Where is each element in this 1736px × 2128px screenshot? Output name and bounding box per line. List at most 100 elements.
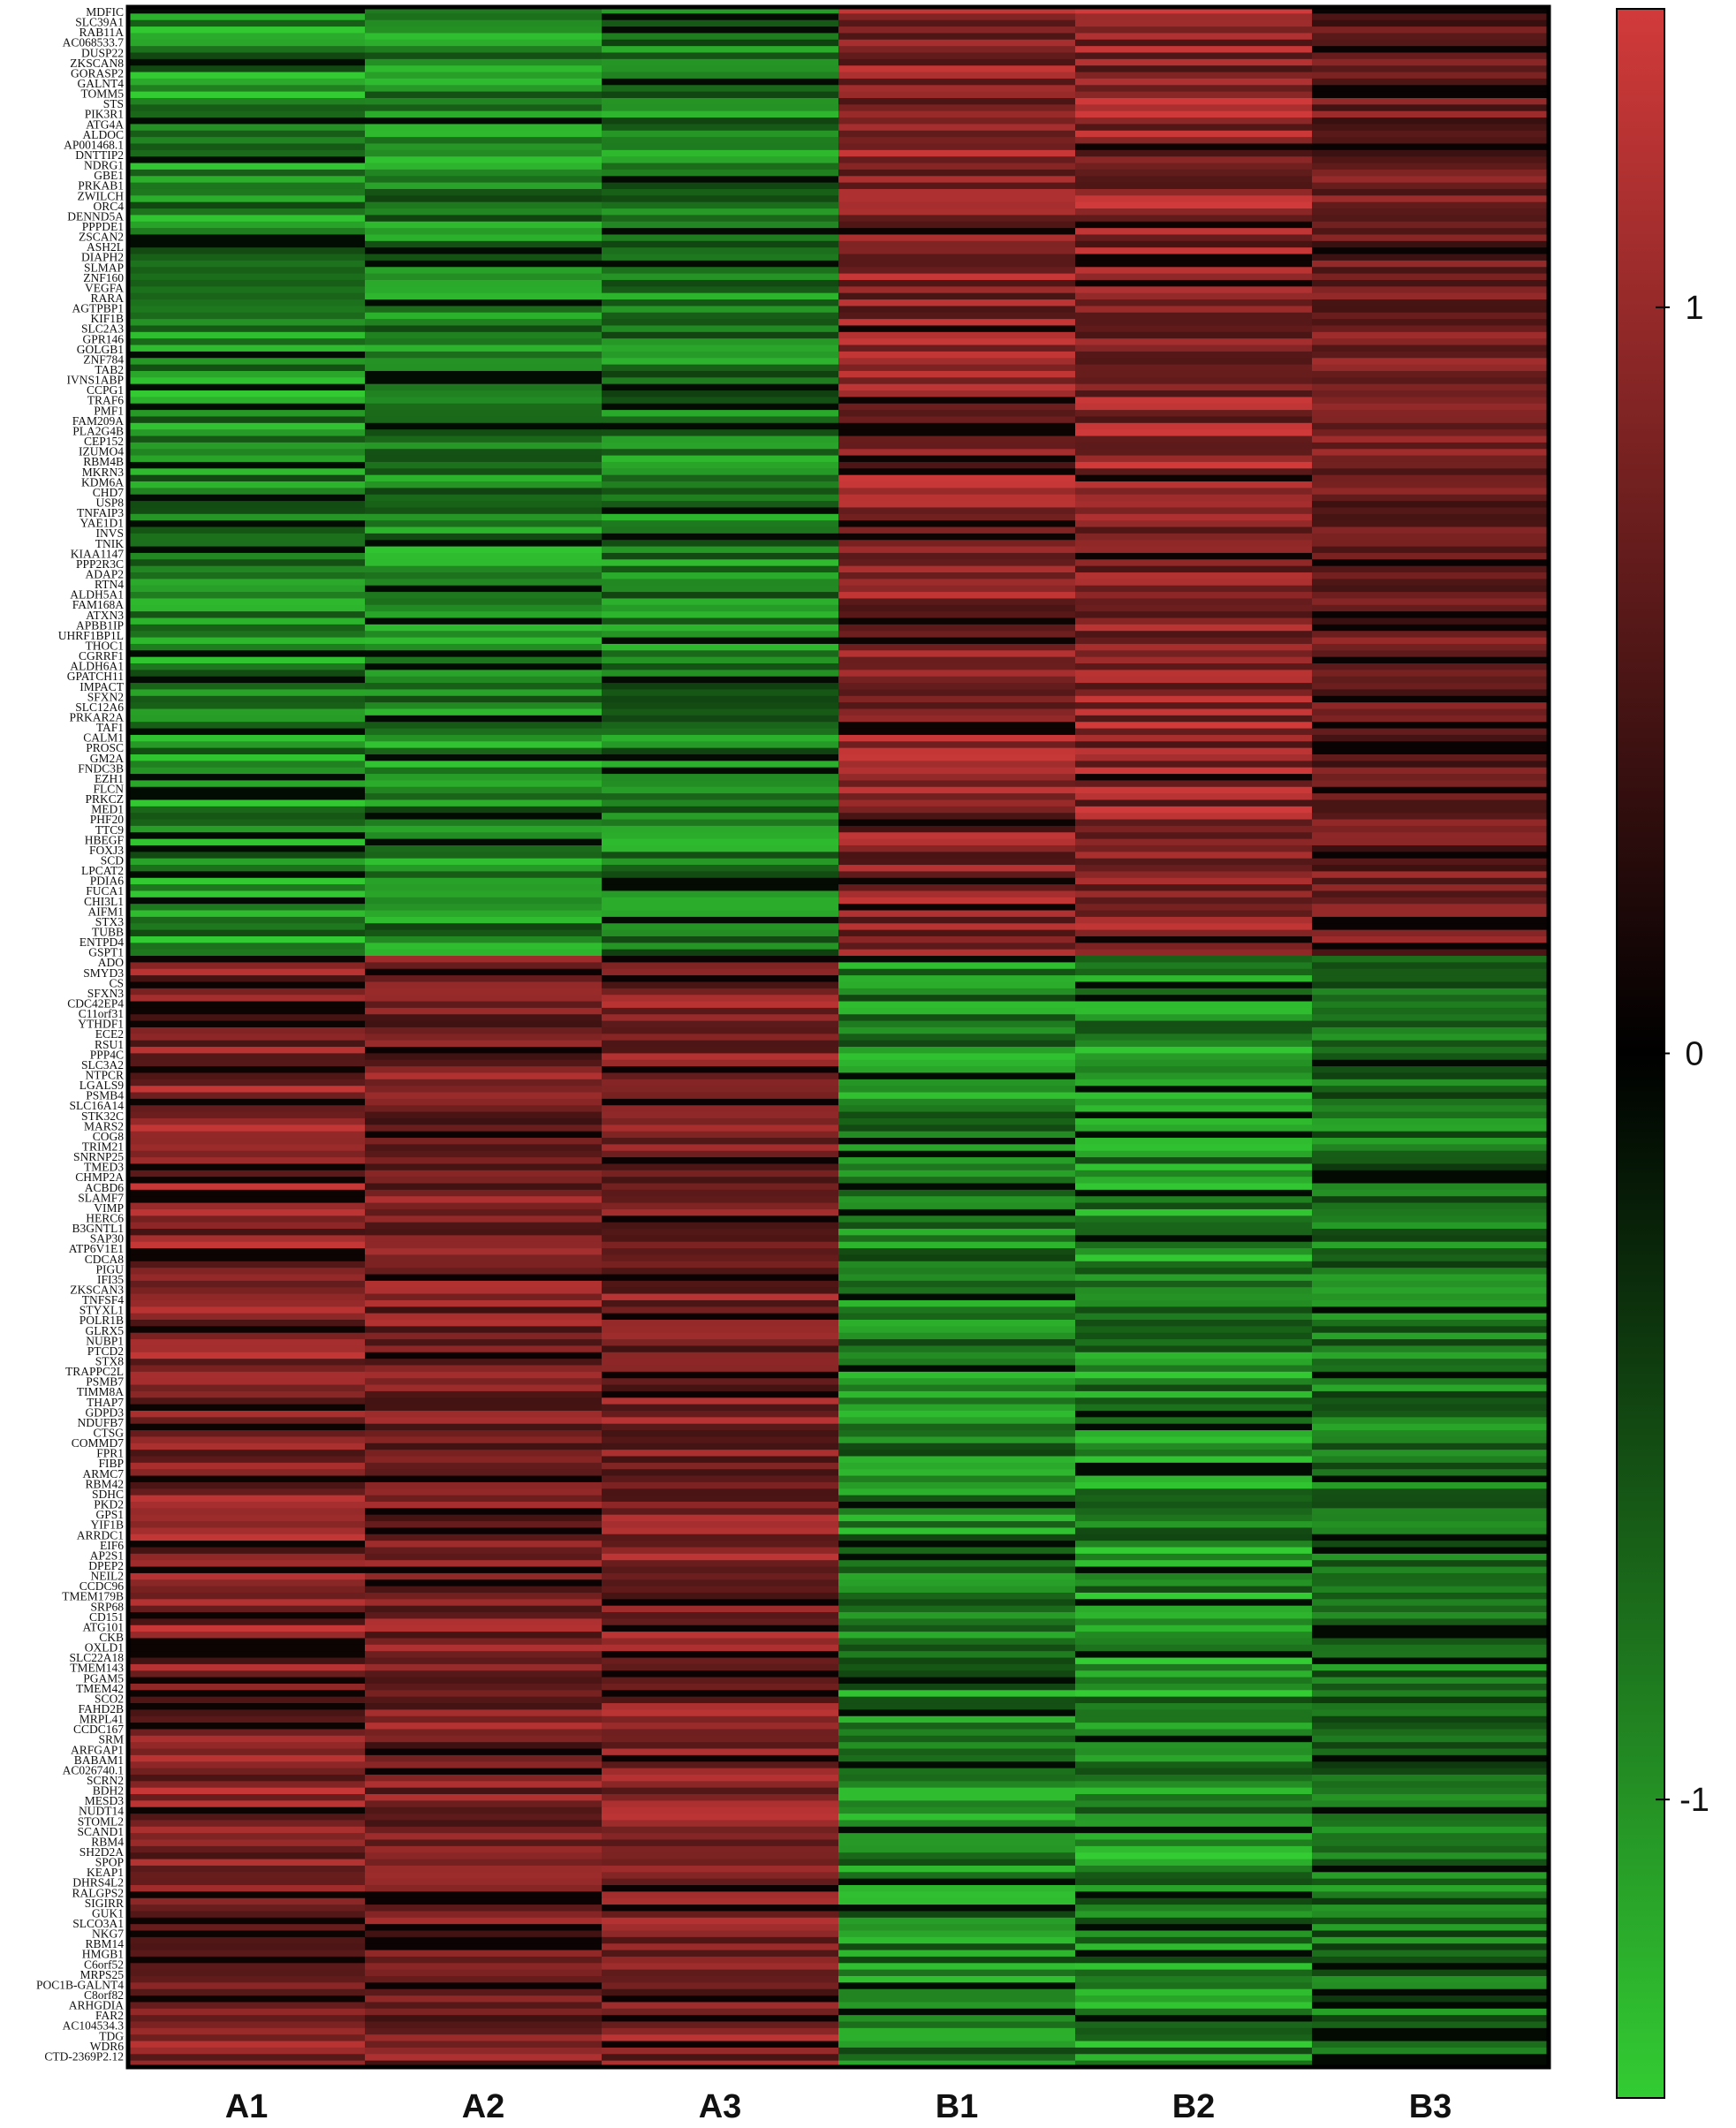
heatmap-cell: [1075, 240, 1313, 248]
row-label: PTCD2: [87, 1344, 124, 1358]
heatmap-cell: [365, 1423, 603, 1431]
heatmap-cell: [602, 1872, 839, 1880]
heatmap-cell: [602, 1566, 839, 1574]
heatmap-cell: [128, 137, 366, 145]
heatmap-cell: [365, 221, 603, 229]
row-label: STX8: [95, 1355, 125, 1368]
heatmap-cell: [128, 1215, 366, 1223]
heatmap-cell: [602, 819, 839, 827]
heatmap-cell: [365, 1138, 603, 1145]
row-label: GM2A: [90, 752, 125, 765]
heatmap-cell: [602, 1144, 839, 1152]
heatmap-cell: [128, 1170, 366, 1178]
heatmap-cell: [365, 741, 603, 749]
heatmap-cell: [602, 85, 839, 93]
heatmap-cell: [602, 1657, 839, 1665]
heatmap-cell: [1075, 1969, 1313, 1977]
heatmap-cell: [128, 254, 366, 261]
heatmap-cell: [1075, 1839, 1313, 1847]
heatmap-cell: [128, 2008, 366, 2016]
column-labels: A1 A2 A3 B1 B2 B3: [225, 2088, 1452, 2125]
heatmap-cell: [365, 1215, 603, 1223]
heatmap-cell: [1312, 1170, 1550, 1178]
heatmap-cell: [838, 844, 1076, 852]
heatmap-cell: [838, 1371, 1076, 1379]
row-label: SNRNP25: [73, 1150, 124, 1163]
heatmap-cell: [365, 1436, 603, 1444]
heatmap-cell: [128, 559, 366, 567]
heatmap-cell: [602, 747, 839, 755]
column-label-b2: B2: [1172, 2088, 1216, 2125]
heatmap-cell: [602, 1956, 839, 1964]
heatmap-cell: [602, 1020, 839, 1028]
heatmap-cell: [1312, 124, 1550, 132]
heatmap-cell: [1312, 579, 1550, 587]
heatmap-cell: [838, 1632, 1076, 1640]
heatmap-cell: [602, 110, 839, 118]
heatmap-cell: [838, 2027, 1076, 2035]
row-label: GBE1: [94, 169, 124, 182]
heatmap-cell: [1075, 1345, 1313, 1353]
heatmap-cell: [128, 1814, 366, 1821]
heatmap-cells: [128, 7, 1550, 2068]
heatmap-cell: [1312, 819, 1550, 827]
row-label: CDCA8: [85, 1253, 125, 1266]
row-label: GOLGB1: [77, 343, 124, 356]
heatmap-cell: [1312, 1638, 1550, 1646]
heatmap-cell: [1312, 611, 1550, 619]
heatmap-cell: [128, 617, 366, 625]
heatmap-cell: [602, 1430, 839, 1438]
heatmap-cell: [838, 1268, 1076, 1276]
heatmap-cell: [365, 1274, 603, 1282]
heatmap-cell: [128, 1878, 366, 1886]
heatmap-cell: [602, 435, 839, 443]
heatmap-cell: [128, 1020, 366, 1028]
heatmap-cell: [1075, 890, 1313, 898]
heatmap-cell: [128, 1683, 366, 1691]
heatmap-cell: [128, 1865, 366, 1873]
heatmap-cell: [365, 513, 603, 521]
heatmap-cell: [602, 1332, 839, 1340]
heatmap-cell: [128, 858, 366, 866]
row-label: SRP68: [90, 1600, 124, 1613]
heatmap-cell: [838, 1235, 1076, 1243]
heatmap-cell: [602, 715, 839, 723]
heatmap-cell: [1312, 422, 1550, 430]
row-label: CDC42EP4: [67, 997, 124, 1011]
heatmap-cell: [1312, 1592, 1550, 1600]
heatmap-cell: [1312, 370, 1550, 378]
heatmap-cell: [602, 598, 839, 606]
heatmap-cell: [365, 1930, 603, 1938]
heatmap-cell: [1075, 279, 1313, 287]
heatmap-cell: [1075, 1859, 1313, 1867]
heatmap-cell: [1312, 1911, 1550, 1919]
heatmap-cell: [602, 58, 839, 66]
heatmap-cell: [1075, 956, 1313, 963]
heatmap-cell: [838, 734, 1076, 742]
column-label-a3: A3: [699, 2088, 742, 2125]
heatmap-cell: [365, 1411, 603, 1418]
heatmap-cell: [365, 319, 603, 327]
heatmap-cell: [1312, 1488, 1550, 1496]
heatmap-cell: [1075, 1800, 1313, 1808]
heatmap-cell: [1075, 383, 1313, 391]
heatmap-cell: [602, 1047, 839, 1054]
heatmap-cell: [1075, 624, 1313, 632]
heatmap-cell: [838, 1982, 1076, 1990]
heatmap-cell: [1075, 429, 1313, 437]
heatmap-cell: [128, 234, 366, 242]
heatmap-cell: [1312, 1196, 1550, 1204]
heatmap-cell: [128, 1541, 366, 1549]
heatmap-cell: [602, 7, 839, 14]
heatmap-cell: [838, 1651, 1076, 1659]
heatmap-cell: [1075, 2027, 1313, 2035]
heatmap-cell: [1312, 319, 1550, 327]
heatmap-cell: [1312, 988, 1550, 996]
heatmap-cell: [602, 1663, 839, 1671]
heatmap-cell: [128, 1423, 366, 1431]
row-label: YTHDF1: [78, 1018, 124, 1031]
heatmap-cell: [838, 1560, 1076, 1568]
heatmap-cell: [128, 1794, 366, 1801]
heatmap-cell: [365, 1235, 603, 1243]
heatmap-cell: [128, 390, 366, 398]
